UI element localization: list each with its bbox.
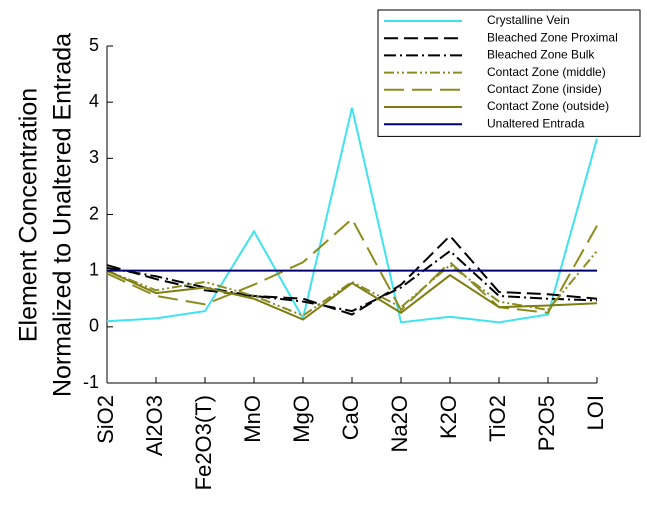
x-tick-label: LOI (583, 395, 608, 430)
legend-label: Bleached Zone Bulk (487, 48, 595, 62)
legend-label: Contact Zone (inside) (487, 82, 602, 96)
y-axis-title: Element Concentration (15, 88, 43, 342)
x-tick-label: K2O (436, 395, 461, 439)
legend-label: Unaltered Entrada (487, 116, 585, 130)
x-tick-label: Na2O (387, 395, 412, 452)
x-tick-label: Fe2O3(T) (191, 395, 216, 490)
x-tick-label: Al2O3 (142, 395, 167, 456)
legend-label: Bleached Zone Proximal (487, 30, 618, 44)
series-line (106, 249, 598, 313)
y-axis-title: Normalized to Unaltered Entrada (49, 33, 77, 397)
series-line (106, 234, 598, 316)
y-tick-label: 4 (89, 91, 99, 111)
y-tick-label: 0 (89, 316, 99, 336)
x-tick-label: MgO (289, 395, 314, 443)
y-tick-label: 1 (89, 259, 99, 279)
x-tick-label: TiO2 (485, 395, 510, 442)
x-tick-label: MnO (240, 395, 265, 443)
x-tick-label: P2O5 (534, 395, 559, 451)
legend-label: Contact Zone (middle) (487, 65, 606, 79)
x-tick-label: CaO (338, 395, 363, 440)
y-tick-label: -1 (83, 372, 99, 392)
legend-label: Contact Zone (outside) (487, 99, 609, 113)
x-tick-label: SiO2 (93, 395, 118, 444)
y-tick-label: 2 (89, 203, 99, 223)
legend-label: Crystalline Vein (487, 13, 570, 27)
series-line (106, 107, 598, 324)
series-line (106, 217, 598, 314)
series-line (106, 269, 598, 321)
y-tick-label: 3 (89, 147, 99, 167)
y-tick-label: 5 (89, 35, 99, 55)
series-line (106, 250, 598, 317)
